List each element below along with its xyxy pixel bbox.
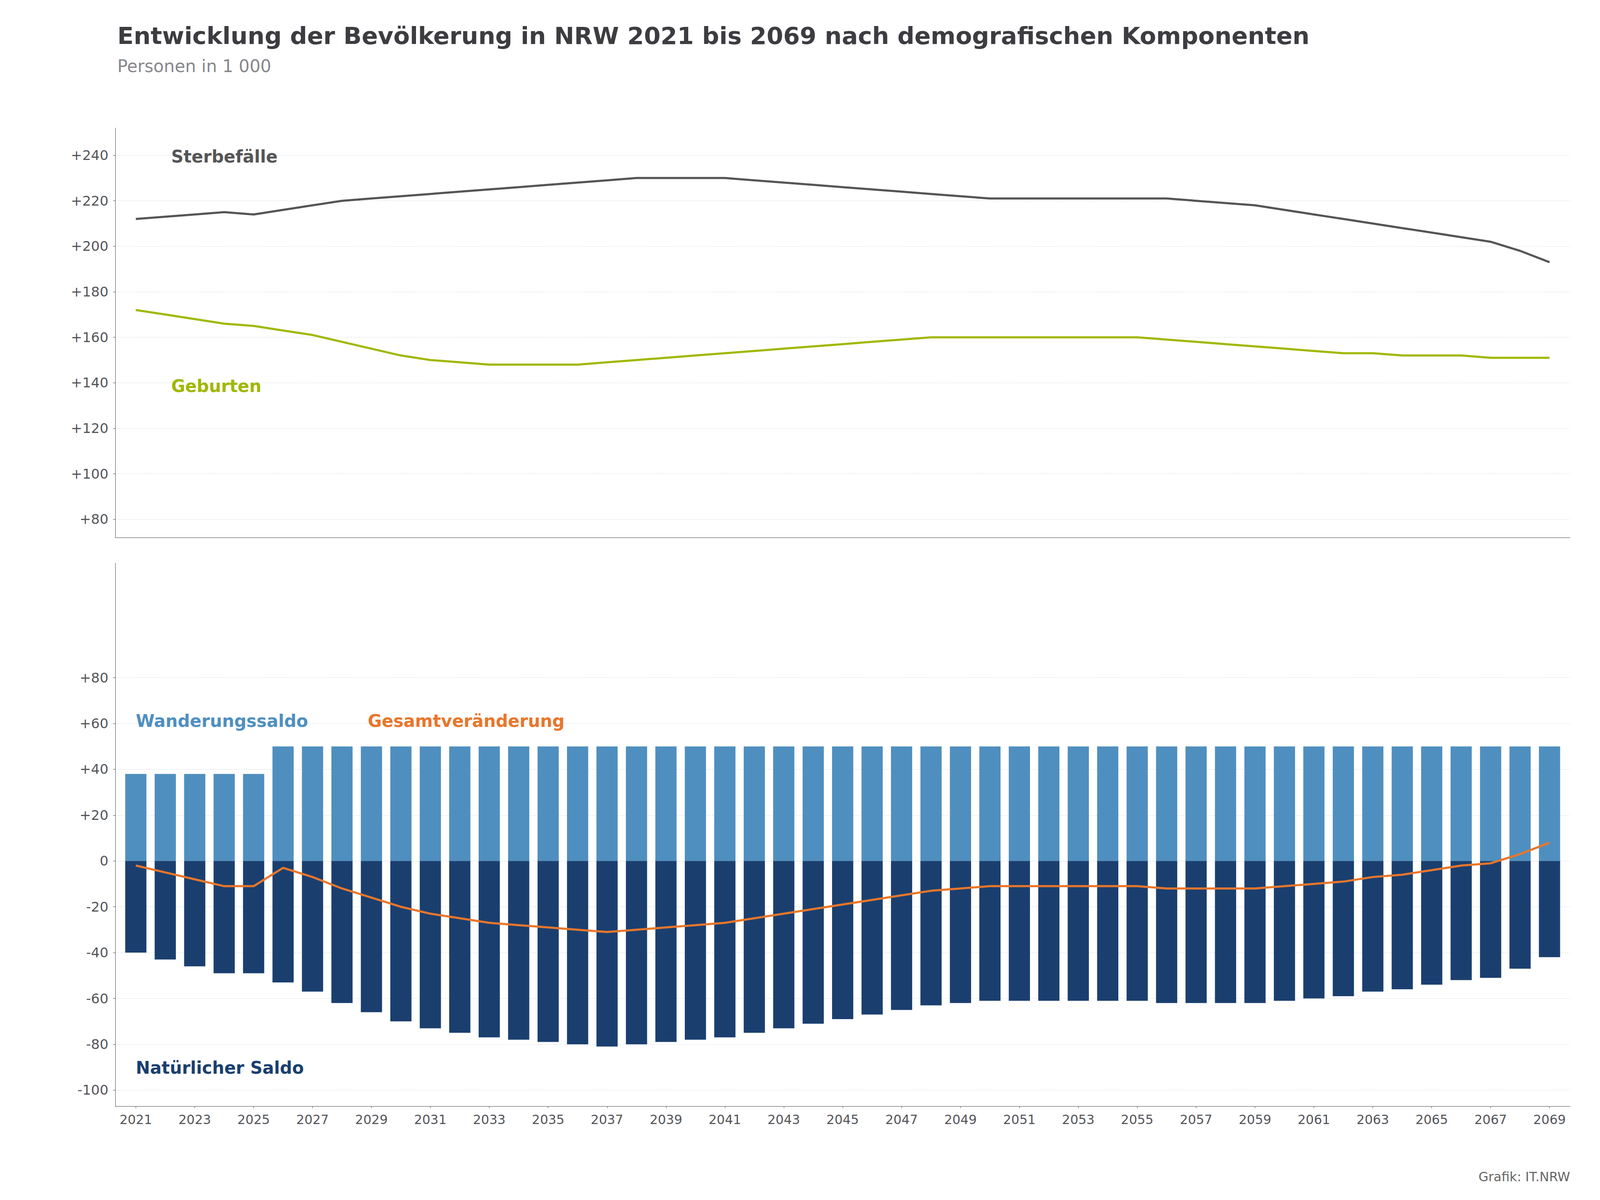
svg-text:2033: 2033 [472,1112,506,1128]
svg-text:0: 0 [99,852,109,870]
svg-text:2025: 2025 [237,1112,270,1128]
svg-text:Gesamtveränderung: Gesamtveränderung [367,711,565,731]
svg-text:+180: +180 [70,283,109,300]
svg-text:-100: -100 [77,1082,109,1099]
svg-text:2045: 2045 [826,1112,859,1128]
svg-text:2051: 2051 [1003,1112,1036,1128]
svg-text:+100: +100 [70,465,109,483]
svg-text:2059: 2059 [1238,1112,1272,1128]
svg-text:2061: 2061 [1297,1112,1330,1128]
svg-text:Grafik: IT.NRW: Grafik: IT.NRW [1478,1169,1571,1185]
svg-text:2041: 2041 [708,1112,742,1128]
svg-text:+140: +140 [70,374,109,391]
svg-text:+120: +120 [70,420,109,437]
svg-text:+80: +80 [79,669,109,687]
svg-text:2023: 2023 [178,1112,211,1128]
svg-text:2043: 2043 [767,1112,800,1128]
svg-text:Wanderungssaldo: Wanderungssaldo [135,711,309,731]
svg-text:2021: 2021 [119,1112,152,1128]
svg-text:-20: -20 [86,898,109,916]
svg-text:Natürlicher Saldo: Natürlicher Saldo [135,1058,304,1078]
svg-text:2057: 2057 [1179,1112,1213,1128]
svg-text:Geburten: Geburten [171,376,262,396]
svg-text:-60: -60 [86,990,109,1007]
svg-text:2067: 2067 [1474,1112,1507,1128]
svg-text:Personen in 1 000: Personen in 1 000 [117,56,272,76]
svg-text:+40: +40 [79,761,109,778]
svg-text:+200: +200 [70,238,109,255]
svg-text:2049: 2049 [944,1112,977,1128]
svg-text:2055: 2055 [1120,1112,1154,1128]
svg-text:-40: -40 [86,944,109,961]
svg-text:2047: 2047 [885,1112,918,1128]
svg-text:2035: 2035 [532,1112,565,1128]
svg-text:2065: 2065 [1415,1112,1448,1128]
svg-text:2069: 2069 [1533,1112,1566,1128]
svg-text:+80: +80 [79,511,109,528]
svg-text:+240: +240 [70,147,109,164]
svg-text:Entwicklung der Bevölkerung in: Entwicklung der Bevölkerung in NRW 2021 … [117,21,1310,50]
svg-text:+20: +20 [79,807,109,824]
svg-text:2039: 2039 [649,1112,683,1128]
svg-text:2029: 2029 [354,1112,388,1128]
svg-text:2053: 2053 [1061,1112,1095,1128]
svg-text:2037: 2037 [590,1112,624,1128]
svg-text:+160: +160 [70,329,109,346]
svg-text:-80: -80 [86,1036,109,1053]
svg-text:2031: 2031 [413,1112,447,1128]
svg-text:+60: +60 [79,715,109,732]
svg-text:2027: 2027 [296,1112,329,1128]
svg-text:2063: 2063 [1356,1112,1389,1128]
svg-text:+220: +220 [70,192,109,210]
svg-text:Sterbefälle: Sterbefälle [171,146,278,167]
